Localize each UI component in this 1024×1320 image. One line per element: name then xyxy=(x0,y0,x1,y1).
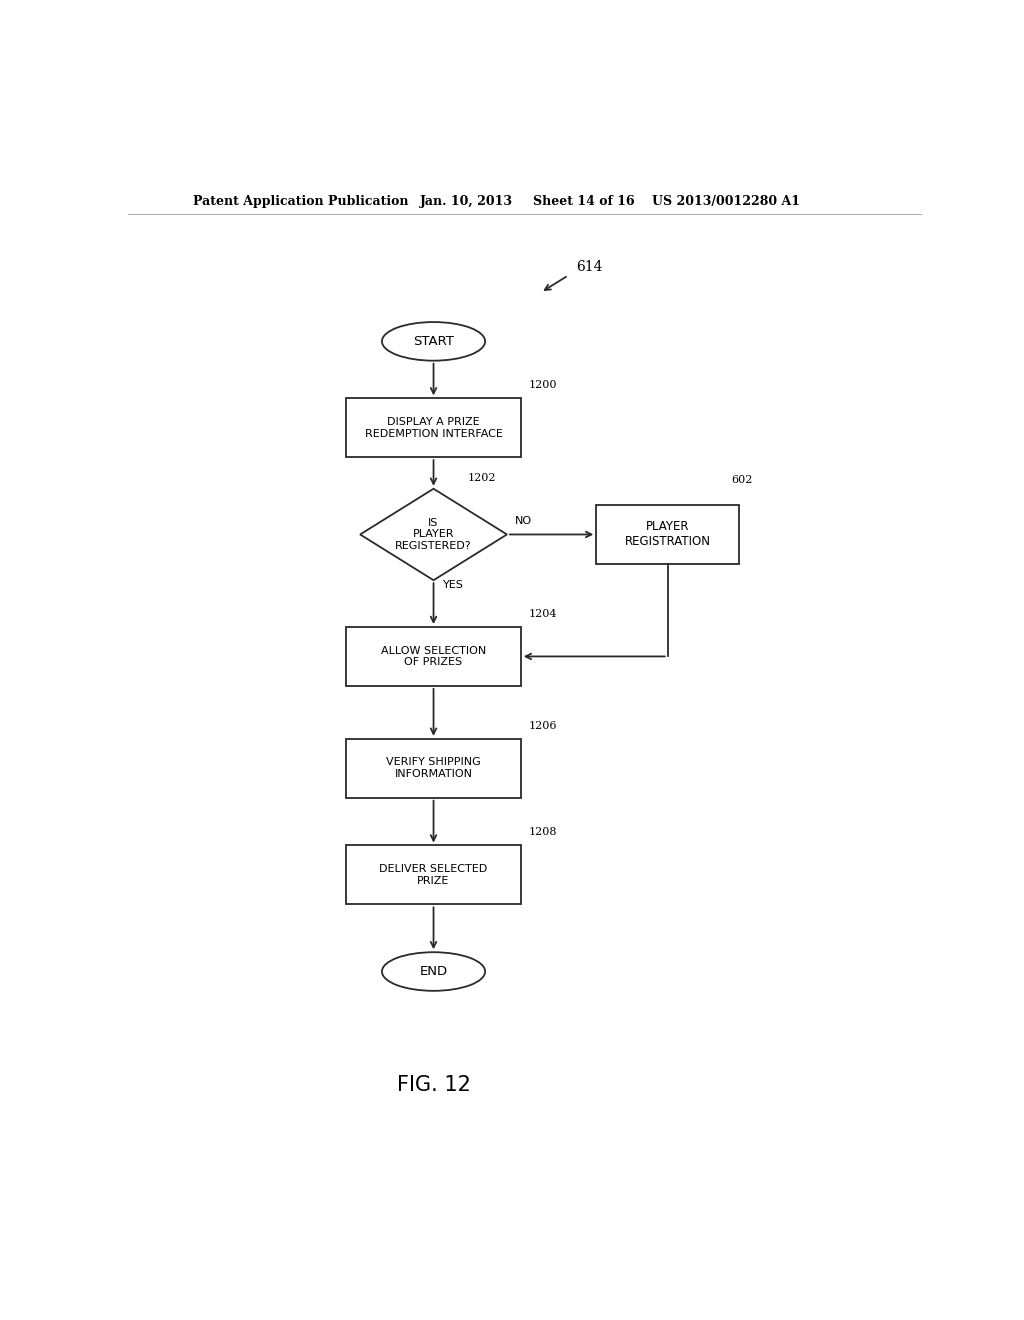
Text: START: START xyxy=(413,335,454,348)
Text: FIG. 12: FIG. 12 xyxy=(396,1076,470,1096)
Text: US 2013/0012280 A1: US 2013/0012280 A1 xyxy=(652,194,800,207)
Bar xyxy=(346,399,521,457)
Polygon shape xyxy=(360,488,507,581)
Text: 1204: 1204 xyxy=(528,609,557,619)
Text: END: END xyxy=(420,965,447,978)
Ellipse shape xyxy=(382,322,485,360)
Text: VERIFY SHIPPING
INFORMATION: VERIFY SHIPPING INFORMATION xyxy=(386,758,481,779)
Text: 1202: 1202 xyxy=(467,473,496,483)
Text: 1208: 1208 xyxy=(528,828,557,837)
Text: PLAYER
REGISTRATION: PLAYER REGISTRATION xyxy=(625,520,711,549)
Text: 1206: 1206 xyxy=(528,721,557,730)
Text: Sheet 14 of 16: Sheet 14 of 16 xyxy=(532,194,634,207)
Ellipse shape xyxy=(382,952,485,991)
Text: YES: YES xyxy=(443,581,464,590)
Bar xyxy=(346,739,521,797)
Text: 614: 614 xyxy=(577,260,603,275)
Bar xyxy=(346,627,521,686)
Text: Jan. 10, 2013: Jan. 10, 2013 xyxy=(420,194,513,207)
Text: 602: 602 xyxy=(731,475,753,484)
Text: NO: NO xyxy=(515,516,532,527)
Text: DISPLAY A PRIZE
REDEMPTION INTERFACE: DISPLAY A PRIZE REDEMPTION INTERFACE xyxy=(365,417,503,438)
Bar xyxy=(596,506,739,564)
Bar xyxy=(346,846,521,904)
Text: DELIVER SELECTED
PRIZE: DELIVER SELECTED PRIZE xyxy=(380,865,487,886)
Text: IS
PLAYER
REGISTERED?: IS PLAYER REGISTERED? xyxy=(395,517,472,550)
Text: 1200: 1200 xyxy=(528,380,557,391)
Text: ALLOW SELECTION
OF PRIZES: ALLOW SELECTION OF PRIZES xyxy=(381,645,486,667)
Text: Patent Application Publication: Patent Application Publication xyxy=(194,194,409,207)
